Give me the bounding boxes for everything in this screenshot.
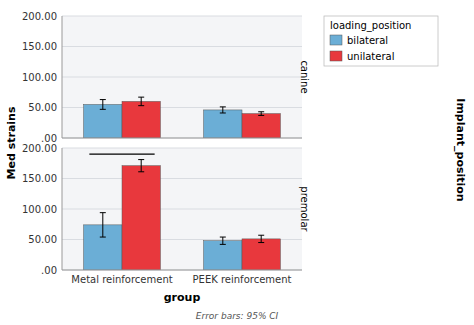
marks [84, 97, 281, 138]
error-bar [220, 107, 226, 113]
error-bar-cap [138, 159, 144, 160]
error-bar [138, 160, 144, 172]
error-bar-cap [100, 109, 106, 110]
x-axis-line [62, 270, 302, 271]
x-tick-label: PEEK reinforcement [193, 274, 292, 285]
legend: loading_position bilateral unilateral [324, 16, 438, 66]
error-bar-cap [258, 235, 264, 236]
error-bar-cap [220, 237, 226, 238]
bar [242, 114, 280, 138]
plot-background [62, 148, 302, 270]
significance-line [89, 153, 154, 154]
panel-label: canine [299, 60, 310, 93]
grid-line [62, 178, 302, 179]
y-tick-label: 50.00 [28, 102, 57, 113]
legend-swatch [330, 35, 342, 45]
bar [204, 241, 242, 270]
panel: .00 50.00 100.00 150.00 200.00 Metal reinforc… [22, 143, 310, 286]
bar [242, 239, 280, 270]
x-tick-label: Metal reinforcement [71, 274, 172, 285]
error-bar [100, 100, 106, 110]
panel: .0050.00100.00150.00200.00canine [22, 11, 310, 144]
bar [84, 104, 122, 138]
legend-swatch [330, 51, 342, 61]
grid-line [62, 77, 302, 78]
footnote: Error bars: 95% CI [196, 311, 279, 321]
legend-title: loading_position [330, 20, 411, 32]
legend-frame [324, 16, 438, 66]
marks [84, 154, 281, 270]
error-bar-cap [258, 111, 264, 112]
error-bar-line [102, 100, 103, 110]
plot-background [62, 16, 302, 138]
y-axis-title: Med strains [5, 106, 18, 179]
x-axis-title: group [164, 291, 201, 304]
error-bar-line [261, 112, 262, 116]
bar [122, 166, 160, 270]
bar [122, 101, 160, 138]
error-bar [138, 97, 144, 106]
y-tick-label: 100.00 [22, 72, 57, 83]
error-bar [258, 235, 264, 242]
error-bar-cap [100, 99, 106, 100]
error-bar-cap [138, 105, 144, 106]
y-tick-label: .00 [41, 265, 57, 276]
error-bar-cap [220, 112, 226, 113]
error-bar-line [141, 97, 142, 106]
grid-line [62, 138, 302, 139]
y-tick-label: 150.00 [22, 41, 57, 52]
error-bar-cap [100, 212, 106, 213]
error-bar-cap [220, 244, 226, 245]
error-bar-cap [258, 242, 264, 243]
y-tick-label: 200.00 [22, 143, 57, 154]
grid-line [62, 16, 302, 17]
error-bar-cap [220, 106, 226, 107]
y-tick-label: 100.00 [22, 204, 57, 215]
error-bar-cap [138, 171, 144, 172]
error-bar-cap [138, 97, 144, 98]
error-bar-cap [100, 237, 106, 238]
facet-title: Implant_position [454, 98, 467, 201]
grid-line [62, 148, 302, 149]
error-bar-line [261, 235, 262, 242]
y-tick-label: 150.00 [22, 173, 57, 184]
legend-label: unilateral [347, 51, 394, 62]
error-bar [220, 237, 226, 244]
chart: .00 50.00 100.00 150.00 200.00 canine loading_… [0, 0, 474, 325]
y-tick-label: 50.00 [28, 234, 57, 245]
error-bar-line [102, 213, 103, 237]
y-axis-line [62, 16, 63, 138]
bar [204, 110, 242, 138]
grid-line [62, 46, 302, 47]
error-bar [100, 213, 106, 237]
grid-line [62, 270, 302, 271]
y-tick-label: 200.00 [22, 11, 57, 22]
error-bar-line [141, 160, 142, 172]
error-bar [258, 112, 264, 116]
legend-label: bilateral [347, 35, 388, 46]
error-bar-line [222, 237, 223, 244]
error-bar-cap [258, 115, 264, 116]
panel-label: premolar [299, 186, 310, 232]
x-axis-line [62, 138, 302, 139]
y-axis-line [62, 148, 63, 270]
grid-line [62, 209, 302, 210]
error-bar-line [222, 107, 223, 113]
